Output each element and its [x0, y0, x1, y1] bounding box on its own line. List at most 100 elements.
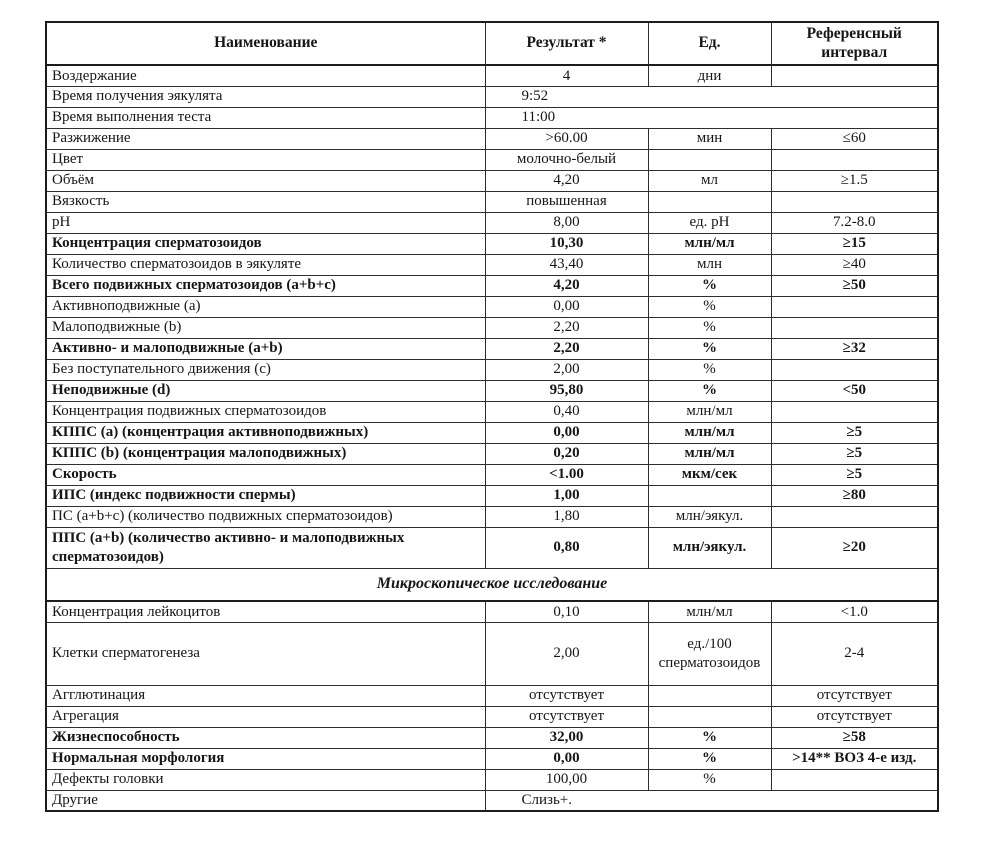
row-name: Цвет [45, 148, 486, 171]
table-row: Концентрация подвижных сперматозоидов 0,… [45, 400, 939, 423]
row-name: Активно- и малоподвижные (a+b) [45, 337, 486, 360]
row-unit [647, 484, 772, 507]
table-row: Концентрация сперматозоидов 10,30 млн/мл… [45, 232, 939, 255]
row-name: Жизнеспособность [45, 726, 486, 749]
table-row: Другие Слизь+. [45, 789, 939, 812]
row-result: 1,80 [484, 505, 649, 528]
row-result: отсутствует [484, 705, 649, 728]
row-ref: ≥5 [770, 442, 939, 465]
row-ref: отсутствует [770, 684, 939, 707]
row-unit: % [647, 295, 772, 318]
row-name: Дефекты головки [45, 768, 486, 791]
row-result: 8,00 [484, 211, 649, 234]
row-name: Время выполнения теста [45, 106, 486, 129]
row-ref: <1.0 [770, 600, 939, 623]
row-result: 43,40 [484, 253, 649, 276]
row-unit: млн/эякул. [647, 505, 772, 528]
row-unit: ед./100 сперматозоидов [647, 621, 772, 686]
row-ref [770, 190, 939, 213]
row-name: ПС (a+b+c) (количество подвижных спермат… [45, 505, 486, 528]
column-header-ref: Референсный интервал [770, 21, 939, 66]
table-row: Клетки сперматогенеза 2,00 ед./100 сперм… [45, 621, 939, 686]
table-row: Малоподвижные (b) 2,20 % [45, 316, 939, 339]
table-row: КППС (b) (концентрация малоподвижных) 0,… [45, 442, 939, 465]
table-row: Агглютинация отсутствует отсутствует [45, 684, 939, 707]
table-row: Время получения эякулята 9:52 [45, 85, 939, 108]
row-ref [770, 295, 939, 318]
row-name: Разжижение [45, 127, 486, 150]
row-name: Агглютинация [45, 684, 486, 707]
table-row: pH 8,00 ед. pH 7.2-8.0 [45, 211, 939, 234]
row-result: 11:00 [484, 106, 939, 129]
row-ref: ≥20 [770, 526, 939, 569]
row-name: Всего подвижных сперматозоидов (a+b+c) [45, 274, 486, 297]
row-result: >60.00 [484, 127, 649, 150]
row-result: 10,30 [484, 232, 649, 255]
row-result: 32,00 [484, 726, 649, 749]
row-ref [770, 316, 939, 339]
table-row: ПС (a+b+c) (количество подвижных спермат… [45, 505, 939, 528]
row-result: 4,20 [484, 274, 649, 297]
row-unit [647, 705, 772, 728]
row-result: 9:52 [484, 85, 939, 108]
row-result: 0,40 [484, 400, 649, 423]
table-row: ППС (a+b) (количество активно- и малопод… [45, 526, 939, 569]
row-name: Вязкость [45, 190, 486, 213]
row-name: Время получения эякулята [45, 85, 486, 108]
row-name: Без поступательного движения (c) [45, 358, 486, 381]
row-ref [770, 400, 939, 423]
table-row: Жизнеспособность 32,00 % ≥58 [45, 726, 939, 749]
row-result: 1,00 [484, 484, 649, 507]
row-unit [647, 190, 772, 213]
row-result: 0,00 [484, 295, 649, 318]
row-name: ИПС (индекс подвижности спермы) [45, 484, 486, 507]
row-name: КППС (a) (концентрация активноподвижных) [45, 421, 486, 444]
row-ref: ≥15 [770, 232, 939, 255]
row-ref: >14** ВОЗ 4-е изд. [770, 747, 939, 770]
row-unit: дни [647, 64, 772, 87]
row-ref: ≥5 [770, 421, 939, 444]
row-unit: % [647, 358, 772, 381]
section-title: Микроскопическое исследование [45, 567, 939, 602]
table-row: Цвет молочно-белый [45, 148, 939, 171]
row-name: Концентрация подвижных сперматозоидов [45, 400, 486, 423]
row-unit: % [647, 274, 772, 297]
row-unit: % [647, 316, 772, 339]
row-result: <1.00 [484, 463, 649, 486]
row-ref: ≥1.5 [770, 169, 939, 192]
row-unit: млн/мл [647, 232, 772, 255]
row-ref: ≥5 [770, 463, 939, 486]
row-ref: отсутствует [770, 705, 939, 728]
table-row: Количество сперматозоидов в эякуляте 43,… [45, 253, 939, 276]
table-row: Всего подвижных сперматозоидов (a+b+c) 4… [45, 274, 939, 297]
row-result: повышенная [484, 190, 649, 213]
row-name: Клетки сперматогенеза [45, 621, 486, 686]
column-header-name: Наименование [45, 21, 486, 66]
table-row: Концентрация лейкоцитов 0,10 млн/мл <1.0 [45, 600, 939, 623]
row-result: молочно-белый [484, 148, 649, 171]
row-result: 2,00 [484, 621, 649, 686]
row-name: Воздержание [45, 64, 486, 87]
row-ref: 7.2-8.0 [770, 211, 939, 234]
row-ref [770, 768, 939, 791]
row-result: 0,20 [484, 442, 649, 465]
header-row: Наименование Результат * Ед. Референсный… [45, 21, 939, 66]
column-header-result: Результат * [484, 21, 649, 66]
table-row: КППС (a) (концентрация активноподвижных)… [45, 421, 939, 444]
table-row: Вязкость повышенная [45, 190, 939, 213]
column-header-unit: Ед. [647, 21, 772, 66]
row-unit: % [647, 337, 772, 360]
row-unit: мкм/сек [647, 463, 772, 486]
row-unit: млн/мл [647, 400, 772, 423]
row-result: 2,20 [484, 337, 649, 360]
row-ref: ≥32 [770, 337, 939, 360]
row-unit: млн/мл [647, 421, 772, 444]
table-row: Время выполнения теста 11:00 [45, 106, 939, 129]
row-unit: млн/эякул. [647, 526, 772, 569]
row-result: 100,00 [484, 768, 649, 791]
row-unit [647, 684, 772, 707]
row-ref: ≤60 [770, 127, 939, 150]
row-result: 0,00 [484, 747, 649, 770]
row-unit: % [647, 379, 772, 402]
